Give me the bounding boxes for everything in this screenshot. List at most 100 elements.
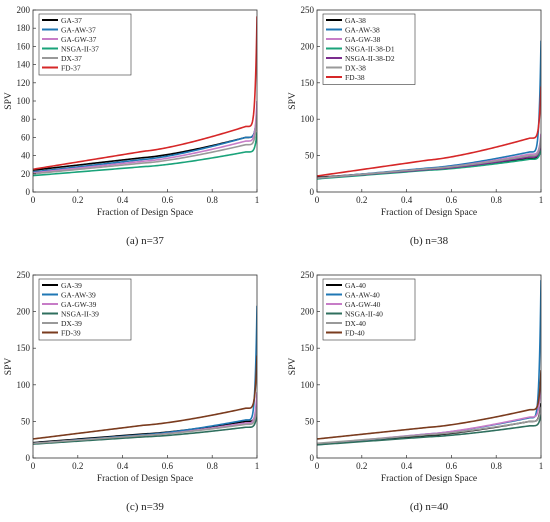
y-tick-label: 250 — [17, 270, 31, 280]
y-tick-label: 120 — [17, 78, 31, 88]
series-line-fd-37 — [33, 16, 257, 171]
panel-caption: (c) n=39 — [126, 501, 164, 513]
x-tick-label: 0.4 — [401, 195, 413, 205]
y-tick-label: 160 — [17, 41, 31, 51]
legend-label: DX-39 — [61, 319, 82, 328]
x-tick-label: 0 — [315, 461, 320, 471]
y-tick-label: 200 — [17, 5, 31, 15]
y-tick-label: 100 — [17, 380, 31, 390]
y-tick-label: 100 — [301, 380, 315, 390]
plot-frame — [316, 274, 542, 459]
x-tick-label: 0.8 — [491, 461, 503, 471]
series-line-nsga-ii-37 — [33, 131, 257, 177]
x-tick-label: 0 — [31, 195, 36, 205]
x-tick-label: 0.6 — [162, 461, 174, 471]
x-axis-label: Fraction of Design Space — [381, 473, 477, 484]
x-axis-label: Fraction of Design Space — [381, 207, 477, 218]
x-tick-label: 0.6 — [162, 195, 174, 205]
legend-label: GA-40 — [345, 281, 366, 290]
y-tick-label: 50 — [21, 416, 31, 426]
legend-label: GA-AW-39 — [61, 291, 96, 300]
series-line-dx-39 — [33, 406, 257, 445]
y-tick-label: 150 — [301, 343, 315, 353]
series-line-fd-39 — [33, 355, 257, 440]
y-axis-label: SPV — [288, 358, 298, 376]
legend-label: GA-AW-37 — [61, 26, 96, 35]
y-tick-label: 200 — [301, 41, 315, 51]
legend-label: DX-40 — [345, 319, 366, 328]
x-tick-label: 0.6 — [446, 195, 458, 205]
legend-label: DX-37 — [61, 54, 82, 63]
x-tick-label: 0.4 — [117, 461, 129, 471]
legend-label: FD-39 — [61, 329, 81, 338]
series-line-dx-38 — [317, 137, 541, 179]
y-tick-label: 80 — [21, 114, 31, 124]
y-tick-label: 0 — [26, 453, 31, 463]
x-tick-label: 1 — [255, 195, 260, 205]
x-tick-label: 0.2 — [72, 195, 83, 205]
legend-box — [322, 278, 416, 341]
y-tick-label: 40 — [21, 151, 31, 161]
plot-frame — [32, 274, 258, 459]
y-tick-label: 140 — [17, 60, 31, 70]
y-tick-label: 60 — [21, 132, 31, 142]
legend-label: GA-GW-37 — [61, 35, 97, 44]
x-axis-label: Fraction of Design Space — [97, 473, 193, 484]
legend-label: GA-37 — [61, 16, 82, 25]
y-tick-label: 50 — [305, 151, 315, 161]
x-tick-label: 0.2 — [356, 195, 367, 205]
y-axis-label: SPV — [4, 92, 14, 110]
legend-label: NSGA-II-40 — [345, 310, 383, 319]
legend-label: GA-AW-38 — [345, 26, 380, 35]
y-tick-label: 0 — [310, 453, 315, 463]
y-tick-label: 0 — [26, 187, 31, 197]
chart-panel-4: 0 0.2 0.4 0.6 0.8 1 0 50 100 150 200 250 Fraction of… — [288, 270, 543, 513]
panel-caption: (d) n=40 — [410, 501, 449, 513]
chart-panel-2: 0 0.2 0.4 0.6 0.8 1 0 50 100 150 200 250 Fraction of… — [288, 5, 543, 247]
series-line-fd-40 — [317, 370, 541, 440]
y-tick-label: 200 — [17, 307, 31, 317]
y-tick-label: 250 — [301, 5, 315, 15]
legend-label: FD-38 — [345, 73, 365, 82]
y-tick-label: 180 — [17, 23, 31, 33]
legend-label: GA-GW-38 — [345, 35, 381, 44]
y-tick-label: 100 — [17, 96, 31, 106]
x-tick-label: 0.8 — [207, 195, 219, 205]
legend-label: GA-38 — [345, 16, 366, 25]
x-tick-label: 1 — [255, 461, 260, 471]
panel-caption: (a) n=37 — [126, 235, 164, 247]
x-tick-label: 0.2 — [72, 461, 83, 471]
series-line-ga-aw-37 — [33, 111, 257, 173]
y-axis-label: SPV — [288, 92, 298, 110]
x-axis-label: Fraction of Design Space — [97, 207, 193, 218]
plot-frame — [316, 9, 542, 193]
x-tick-label: 0.2 — [356, 461, 367, 471]
x-tick-label: 0 — [315, 195, 320, 205]
legend-box — [38, 13, 132, 76]
y-tick-label: 20 — [21, 169, 31, 179]
legend-label: NSGA-II-38-D1 — [345, 45, 395, 54]
y-tick-label: 0 — [310, 187, 315, 197]
panel-caption: (b) n=38 — [410, 235, 449, 247]
y-tick-label: 250 — [301, 270, 315, 280]
x-tick-label: 1 — [539, 195, 544, 205]
y-tick-label: 150 — [301, 78, 315, 88]
legend-label: NSGA-II-39 — [61, 310, 99, 319]
legend-label: FD-40 — [345, 329, 365, 338]
legend-label: GA-AW-40 — [345, 291, 380, 300]
legend-box — [38, 278, 132, 341]
x-tick-label: 0.8 — [207, 461, 219, 471]
legend-label: GA-GW-40 — [345, 300, 381, 309]
legend-label: GA-39 — [61, 281, 82, 290]
y-tick-label: 150 — [17, 343, 31, 353]
y-tick-label: 100 — [301, 114, 315, 124]
x-tick-label: 1 — [539, 461, 544, 471]
series-line-dx-40 — [317, 406, 541, 445]
x-tick-label: 0.4 — [117, 195, 129, 205]
series-line-dx-37 — [33, 114, 257, 175]
series-line-nsga-ii-40 — [317, 413, 541, 446]
legend-label: DX-38 — [345, 64, 366, 73]
series-line-nsga-ii-39 — [33, 413, 257, 445]
x-tick-label: 0.8 — [491, 195, 503, 205]
